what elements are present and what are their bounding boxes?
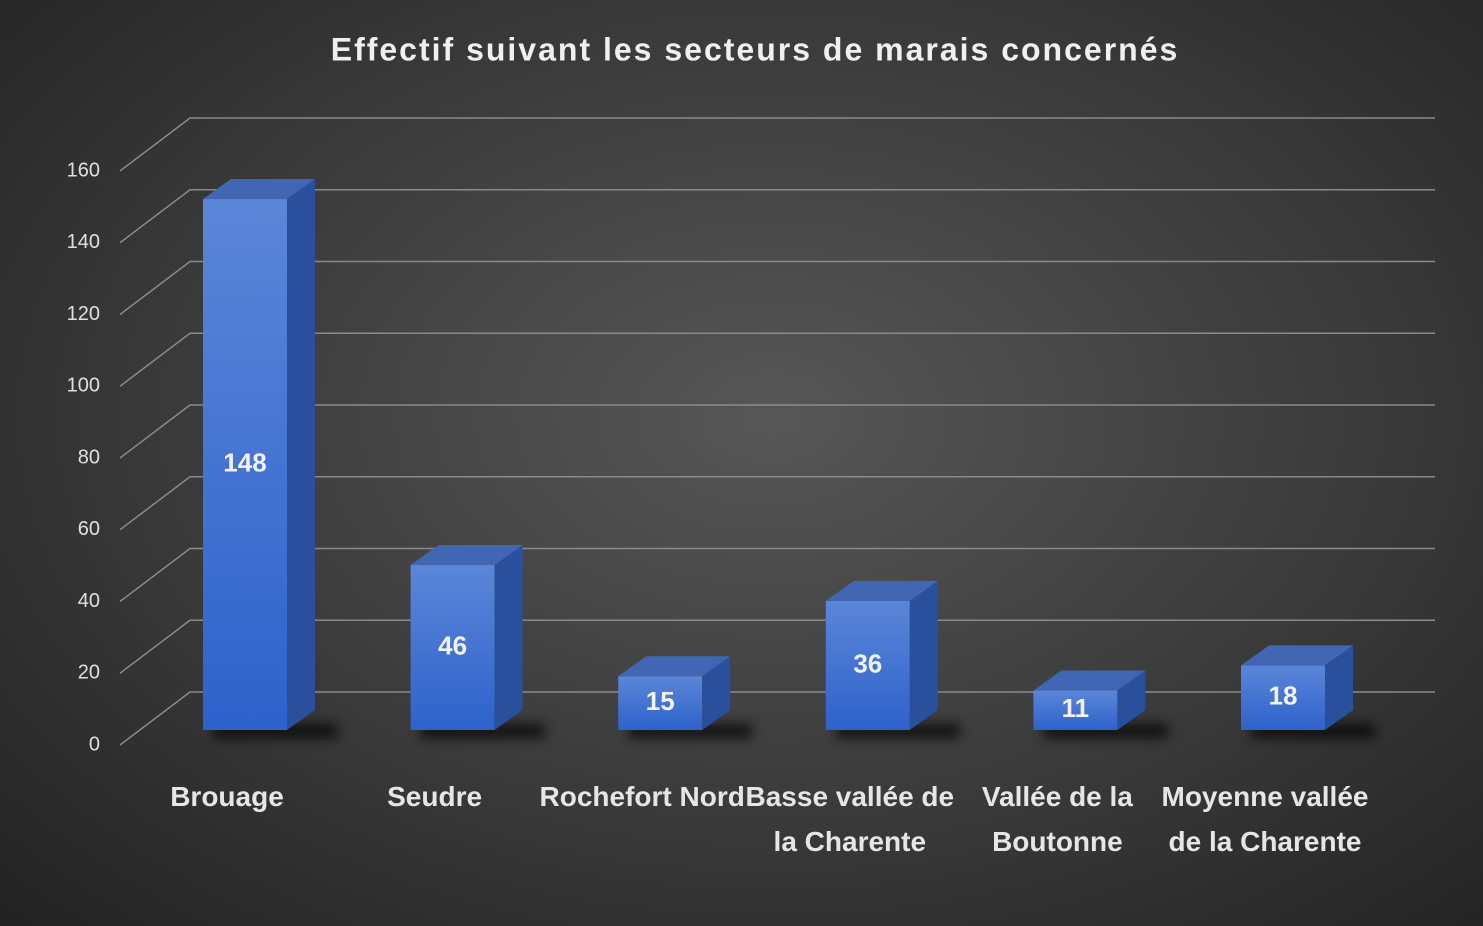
bar-top: [410, 544, 523, 565]
bar-side: [1117, 670, 1146, 730]
value-label: 36: [853, 648, 882, 678]
bar-side: [909, 580, 938, 730]
value-label: 11: [1062, 693, 1090, 723]
bar-top: [203, 179, 315, 200]
bar-side: [1325, 645, 1353, 730]
y-tick-label: 120: [67, 303, 100, 325]
y-tick-label: 100: [67, 375, 100, 397]
bar: [825, 600, 910, 730]
grid-line: [119, 117, 1435, 172]
x-tick-label: Rochefort Nord: [539, 781, 745, 812]
y-tick-label: 60: [78, 518, 100, 540]
grid-line: [119, 260, 1435, 316]
grid-line: [119, 332, 1435, 387]
x-tick-label: Seudre: [387, 781, 483, 812]
bar: [410, 564, 495, 730]
y-tick-label: 20: [78, 662, 100, 684]
value-label: 18: [1269, 681, 1298, 711]
y-tick-label: 140: [67, 231, 100, 253]
bar: [1033, 690, 1118, 730]
bar-side: [702, 656, 731, 730]
bar-top: [1241, 645, 1353, 666]
chart-title: Effectif suivant les secteurs de marais …: [331, 31, 1180, 67]
value-label: 15: [646, 686, 675, 716]
bar-top: [1033, 670, 1146, 691]
y-tick-label: 0: [89, 733, 100, 755]
y-tick-label: 80: [78, 446, 100, 468]
bar-side: [287, 179, 315, 731]
grid-line: [119, 404, 1435, 459]
bar-side: [494, 544, 523, 730]
bar-top: [618, 656, 731, 677]
grid-line: [119, 691, 1435, 746]
grid-line: [119, 619, 1435, 674]
grid-line: [119, 547, 1435, 603]
bar: [618, 676, 703, 730]
x-tick-label: Moyenne vallée de la Charente: [1161, 781, 1369, 857]
x-tick-label: Brouage: [170, 781, 284, 812]
bar-top: [825, 580, 938, 601]
bar: [203, 199, 287, 731]
x-tick-label: Vallée de la Boutonne: [981, 781, 1133, 857]
y-tick-label: 160: [67, 159, 100, 181]
x-tick-label: Basse vallée de la Charente: [745, 781, 955, 857]
bar: [1241, 665, 1325, 730]
grid-line: [119, 476, 1435, 531]
grid-line: [119, 189, 1435, 244]
y-tick-label: 40: [78, 590, 100, 612]
value-label: 148: [223, 447, 266, 477]
value-label: 46: [438, 630, 467, 660]
